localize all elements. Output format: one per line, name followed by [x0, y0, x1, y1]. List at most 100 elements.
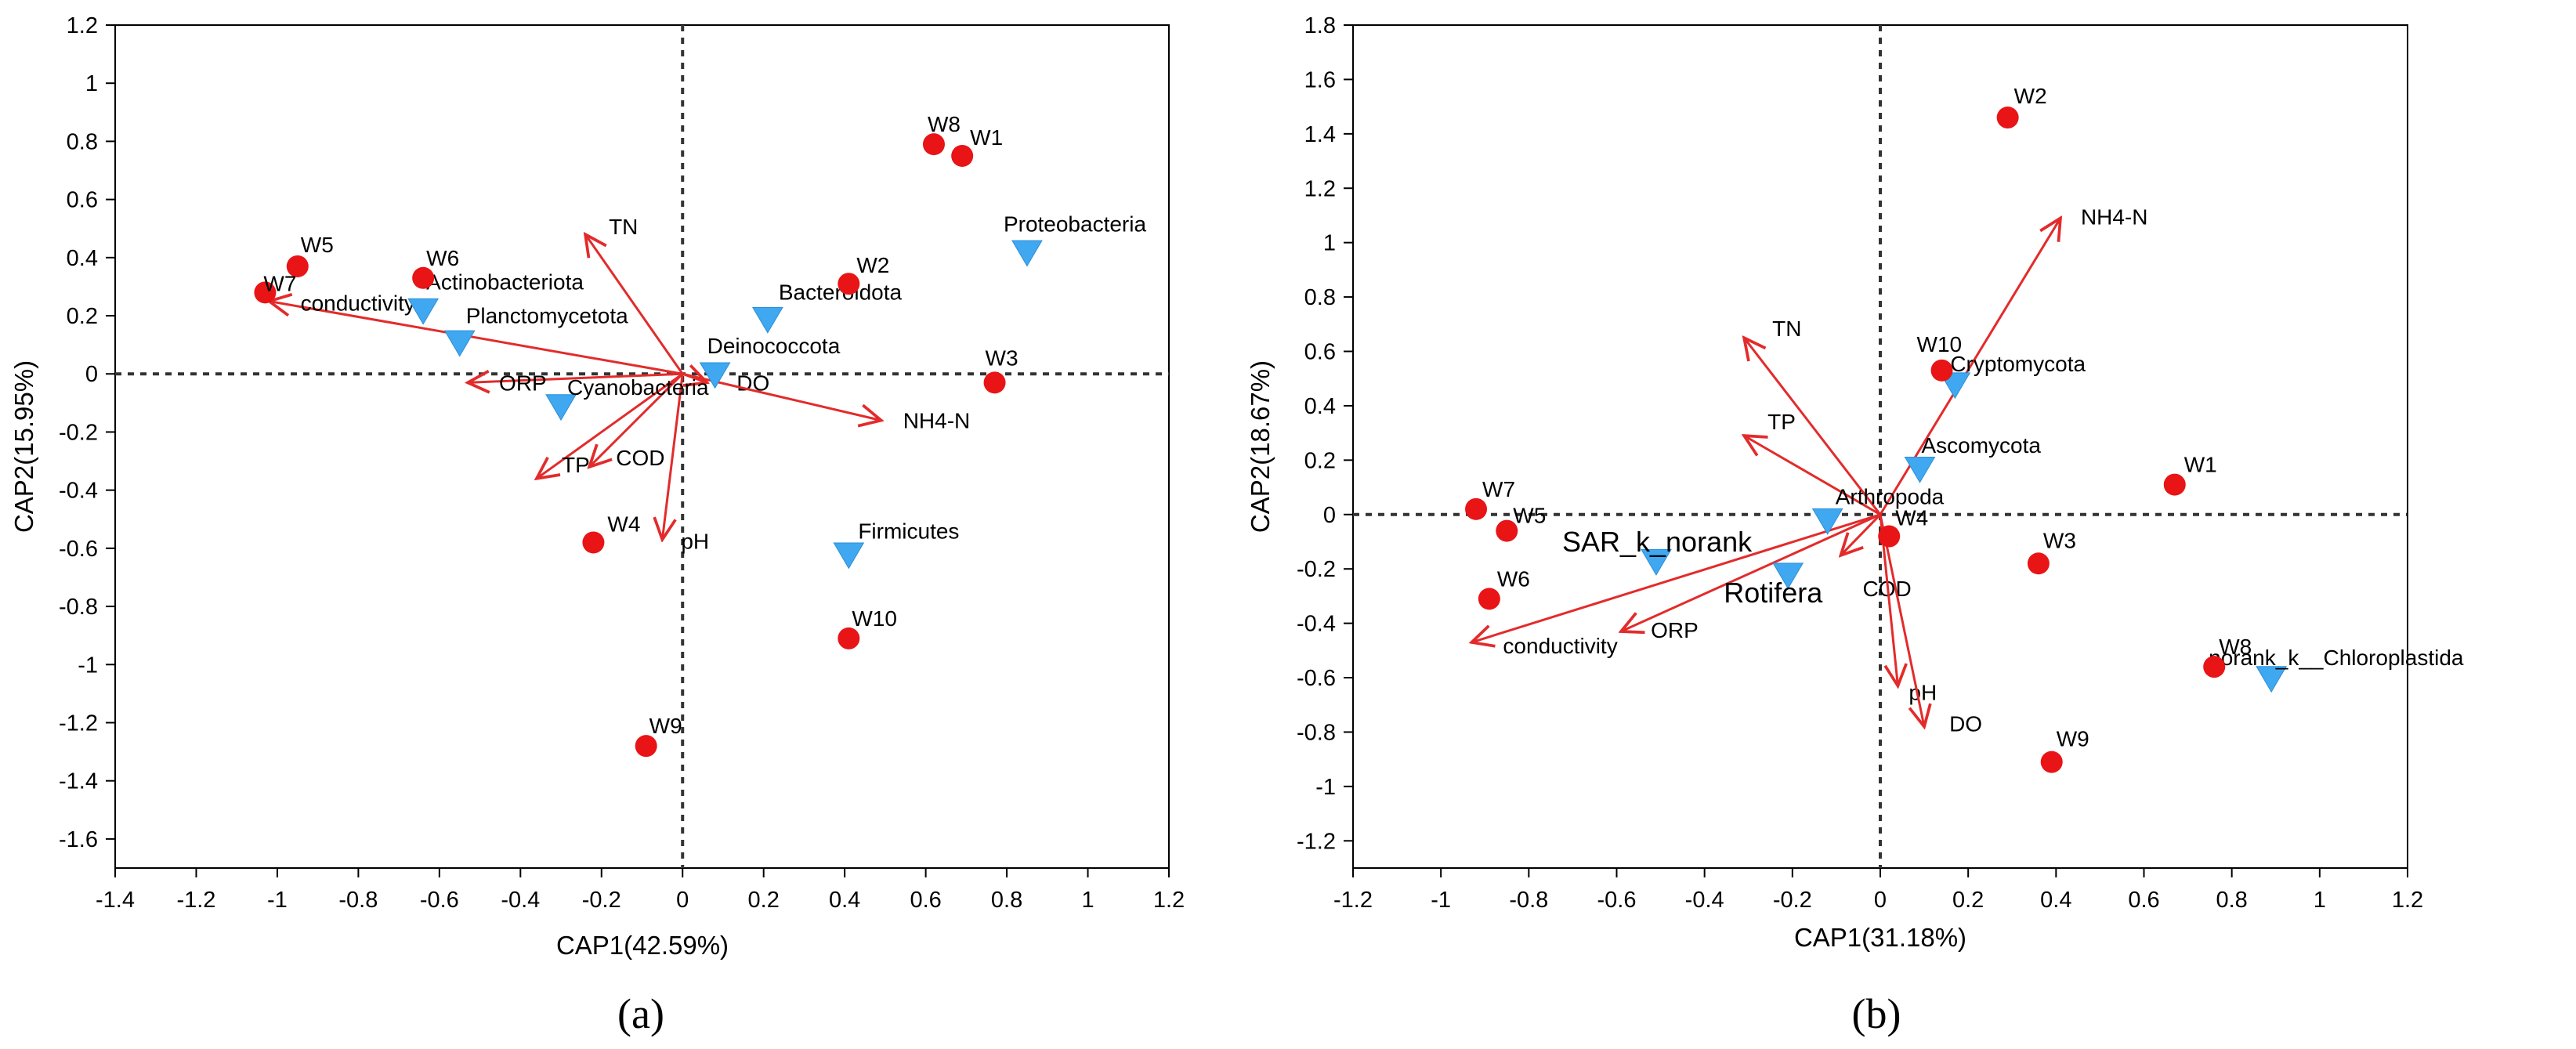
panel-a-x-tick-label: 0.6 [910, 888, 941, 913]
panel-a-y-tick-label: 0 [85, 362, 98, 387]
panel-a-species-label: Actinobacteriota [426, 270, 584, 295]
panel-b-vector-orp [1621, 513, 1881, 631]
panel-b-y-tick-label: -1 [1315, 775, 1336, 800]
panel-a-sample-point [412, 266, 435, 289]
panel-b-x-tick-label: -0.8 [1509, 888, 1548, 913]
panel-b-y-tick-label: 1.4 [1304, 122, 1336, 147]
panel-b-vector-label: ORP [1651, 618, 1699, 642]
panel-a-sample-label: W9 [649, 714, 682, 738]
panel-b-y-tick-label: 0.4 [1304, 394, 1336, 419]
panel-b-sample-point [1496, 519, 1518, 542]
panel-a-sample-point [838, 273, 860, 295]
panel-a-vector-cod [589, 373, 684, 467]
panel-a-y-axis-title: CAP2(15.95%) [9, 360, 38, 533]
panel-b-vector-tn [1744, 338, 1882, 515]
panel-a-vector-label: pH [681, 530, 709, 554]
panel-a-x-tick-label: 0.2 [748, 888, 780, 913]
panel-a-x-tick-label: 0 [676, 888, 689, 913]
panel-b-species-label: Cryptomycota [1950, 352, 2086, 376]
panel-a-y-tick-label: -1 [78, 653, 98, 678]
panel-a-sample-point [254, 281, 277, 304]
panel-a-sample-point [635, 735, 657, 758]
panel-b-vector-label: DO [1949, 712, 1982, 736]
panel-b-vector-cod [1841, 513, 1882, 555]
panel-a-species-marker [751, 306, 783, 334]
panel-b-x-tick-label: 1 [2314, 888, 2326, 913]
panel-a-y-tick-label: 0.6 [67, 188, 98, 213]
panel-a-vector-label: TP [562, 453, 590, 477]
panel-a-plot-frame [114, 24, 1170, 869]
panel-a-vector-label: NH4-N [903, 409, 971, 433]
panel-b-sample-point [1930, 359, 1953, 382]
panel-b-sample-point [1478, 588, 1500, 610]
panel-a-x-tick-label: -0.2 [582, 888, 621, 913]
panel-b-sample-label: W10 [1917, 332, 1963, 356]
panel-a-y-tick-label: -0.2 [59, 420, 98, 445]
panel-b-vector-label: TP [1767, 410, 1796, 434]
panel-a-y-tick-label: 1.2 [67, 13, 98, 38]
panel-b-vector-label: TN [1772, 317, 1801, 341]
panel-b-vector-do [1879, 514, 1924, 727]
panel-a-x-tick-label: 0.8 [991, 888, 1022, 913]
panel-a-species-label: Firmicutes [858, 519, 959, 543]
panel-b-sample-point [1878, 525, 1901, 548]
panel-a-vector-ph [662, 374, 684, 539]
panel-a-species-marker [545, 394, 577, 421]
panel-a-sample-point [951, 144, 974, 167]
panel-b-sample-label: W6 [1497, 566, 1530, 591]
panel-b-y-tick-label: 1.2 [1304, 176, 1336, 201]
panel-b-vector-conductivity [1471, 513, 1881, 642]
panel-b-y-tick-label: 0.6 [1304, 340, 1336, 365]
panel-a: -1.4 -1.2 -1 -0.8 -0.6 -0.4 -0.2 0 0.2 0.4 0.6 0.8 1… [9, 13, 1185, 1037]
panel-a-x-tick-label: 0.4 [829, 888, 860, 913]
panel-a-panel-label: (a) [617, 990, 664, 1037]
panel-b-sample-label: W4 [1895, 506, 1928, 530]
panel-b-species-marker [1811, 508, 1843, 535]
panel-a-x-tick-label: -1.4 [96, 888, 135, 913]
panel-b-species-label: Rotifera [1724, 577, 1823, 609]
panel-b-sample-point [1996, 107, 2019, 129]
panel-b-sample-label: W2 [2014, 84, 2047, 108]
panel-b-x-tick-label: 0.4 [2040, 888, 2071, 913]
panel-a-species-marker [1011, 240, 1043, 267]
panel-b-x-tick-label: 0.6 [2128, 888, 2159, 913]
panel-b-x-tick-label: 0.8 [2216, 888, 2248, 913]
panel-b-y-tick-label: 1.8 [1304, 13, 1336, 38]
panel-b-x-tick-label: -0.6 [1597, 888, 1637, 913]
panel-b-y-tick-label: -0.6 [1297, 666, 1336, 691]
panel-b-y-tick-label: -0.2 [1297, 557, 1336, 582]
panel-a-species-label: Proteobacteria [1004, 212, 1147, 236]
panel-a-sample-label: W10 [852, 606, 897, 631]
panel-a-sample-label: W2 [856, 253, 889, 277]
panel-a-y-tick-label: -0.8 [59, 595, 98, 620]
panel-b-species-marker [1641, 549, 1672, 576]
panel-b: -1.2 -1 -0.8 -0.6 -0.4 -0.2 0 0.2 0.4 0.6 0.8 1 1.2 -… [1246, 13, 2464, 1037]
panel-a-y-tick-label: 0.2 [67, 304, 98, 329]
panel-a-vector-tp [537, 373, 684, 479]
panel-b-y-tick-label: -0.8 [1297, 720, 1336, 745]
panel-a-vector-tn [585, 234, 684, 375]
panel-a-x-tick-label: 1 [1081, 888, 1094, 913]
panel-a-y-tick-label: -0.6 [59, 537, 98, 562]
panel-b-species-label: Ascomycota [1921, 433, 2041, 458]
panel-b-species-label: norank_k__Chloroplastida [2209, 646, 2464, 670]
panel-b-species-marker [1904, 457, 1936, 483]
panel-a-vector-label: ORP [499, 371, 547, 395]
panel-a-x-tick-label: -0.8 [338, 888, 378, 913]
panel-a-x-tick-label: -1 [267, 888, 288, 913]
panel-b-y-tick-label: 0 [1323, 503, 1336, 528]
panel-b-x-tick-label: -1.2 [1333, 888, 1373, 913]
panel-b-sample-point [2040, 751, 2063, 773]
panel-b-panel-label: (b) [1852, 990, 1901, 1037]
panel-a-vector-label: conductivity [301, 291, 415, 315]
panel-a-vector-label: COD [616, 446, 664, 470]
panel-a-sample-point [838, 627, 860, 649]
panel-b-species-label: Arthropoda [1836, 485, 1945, 509]
panel-a-sample-label: W3 [986, 345, 1018, 370]
panel-a-sample-point [983, 371, 1006, 394]
panel-a-sample-label: W4 [607, 512, 640, 536]
panel-b-species-label: SAR_k_norank [1562, 526, 1753, 558]
panel-a-x-tick-label: -0.6 [420, 888, 459, 913]
panel-b-x-axis-title: CAP1(31.18%) [1794, 923, 1966, 952]
